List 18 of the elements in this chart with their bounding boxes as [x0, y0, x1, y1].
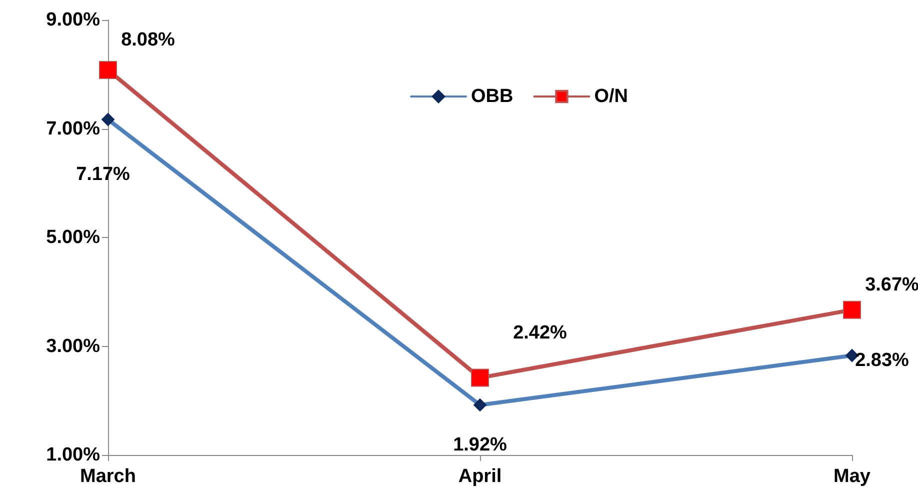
data-label: 1.92% — [453, 434, 508, 456]
legend-label: OBB — [471, 86, 514, 107]
data-label: 7.17% — [76, 164, 130, 186]
point — [99, 61, 117, 80]
x-tick-label: May — [834, 466, 871, 487]
y-tick-label: 9.00% — [46, 10, 100, 30]
x-tick-label: April — [458, 466, 502, 487]
data-label: 2.42% — [513, 322, 568, 344]
y-tick-label: 3.00% — [46, 336, 100, 357]
y-tick-label: 1.00% — [46, 444, 100, 466]
point — [843, 300, 861, 319]
y-tick-label: 5.00% — [46, 227, 100, 248]
data-label: 8.08% — [121, 30, 176, 51]
x-tick-label: March — [80, 466, 136, 487]
legend-label: O/N — [594, 86, 628, 107]
data-label: 2.83% — [855, 350, 910, 371]
point — [471, 368, 489, 387]
y-tick-label: 7.00% — [46, 118, 100, 140]
